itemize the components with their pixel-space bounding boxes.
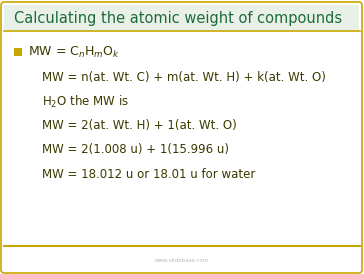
Text: MW = 18.012 u or 18.01 u for water: MW = 18.012 u or 18.01 u for water: [42, 167, 256, 181]
Text: MW = 2(at. Wt. H) + 1(at. Wt. O): MW = 2(at. Wt. H) + 1(at. Wt. O): [42, 119, 237, 133]
Bar: [4, 5, 359, 30]
Text: H$_2$O the MW is: H$_2$O the MW is: [42, 94, 129, 110]
Text: MW = 2(1.008 u) + 1(15.996 u): MW = 2(1.008 u) + 1(15.996 u): [42, 144, 229, 156]
Text: Calculating the atomic weight of compounds: Calculating the atomic weight of compoun…: [14, 10, 342, 25]
Text: www.slidebase.com: www.slidebase.com: [155, 258, 209, 262]
Text: MW = n(at. Wt. C) + m(at. Wt. H) + k(at. Wt. O): MW = n(at. Wt. C) + m(at. Wt. H) + k(at.…: [42, 72, 326, 84]
Bar: [14, 48, 22, 56]
Text: MW = C$_n$H$_m$O$_k$: MW = C$_n$H$_m$O$_k$: [28, 44, 120, 59]
